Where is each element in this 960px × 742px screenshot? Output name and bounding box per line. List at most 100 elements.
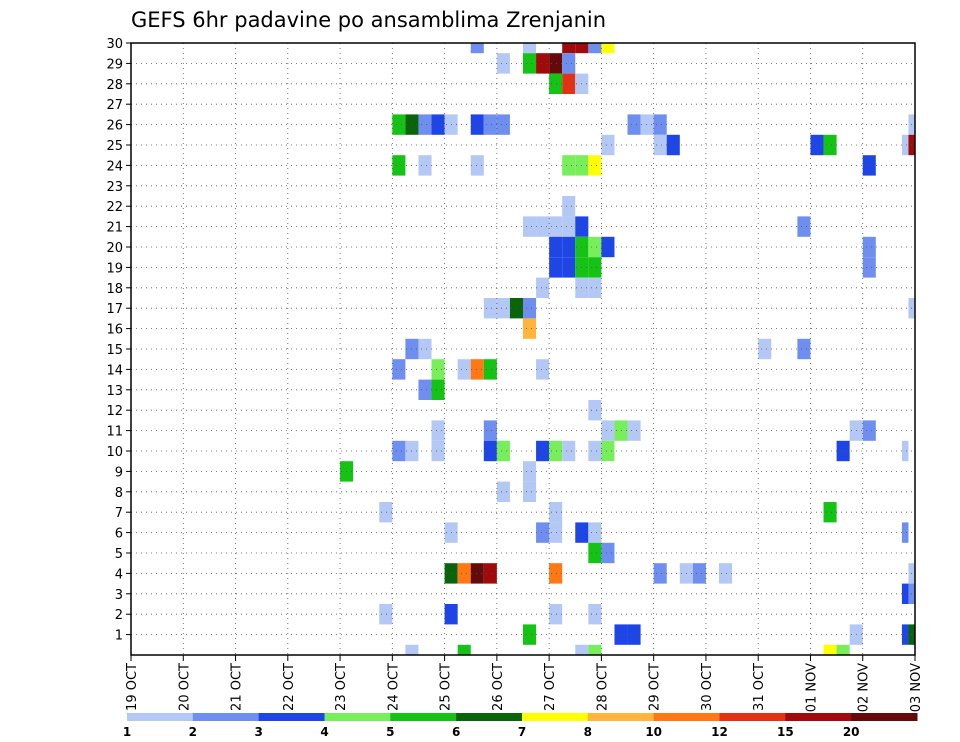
heatmap-cell bbox=[588, 43, 602, 54]
heatmap-cell bbox=[523, 624, 537, 645]
heatmap-cell bbox=[653, 114, 667, 135]
heatmap-cells bbox=[340, 43, 915, 655]
y-tick-label: 30 bbox=[106, 37, 123, 52]
heatmap-cell bbox=[392, 114, 406, 135]
heatmap-cell bbox=[549, 73, 563, 94]
gridlines bbox=[130, 42, 916, 655]
heatmap-cell bbox=[692, 563, 706, 584]
heatmap-cell bbox=[562, 236, 576, 258]
heatmap-cell bbox=[758, 338, 772, 360]
legend-swatch bbox=[785, 713, 852, 721]
x-tick-label: 01 NOV bbox=[804, 663, 819, 712]
heatmap-cell bbox=[523, 461, 537, 482]
y-tick-label: 14 bbox=[106, 363, 123, 378]
legend-label: 10 bbox=[645, 725, 662, 739]
heatmap-cell bbox=[536, 277, 550, 298]
legend-swatch bbox=[587, 713, 655, 721]
heatmap-cell bbox=[901, 440, 909, 462]
y-tick-label: 5 bbox=[115, 547, 123, 562]
heatmap-cell bbox=[653, 134, 667, 156]
heatmap-cell bbox=[588, 236, 602, 258]
heatmap-cell bbox=[496, 440, 510, 462]
heatmap-cell bbox=[588, 542, 602, 564]
y-tick-label: 11 bbox=[106, 425, 123, 440]
heatmap-cell bbox=[836, 440, 850, 462]
heatmap-cell bbox=[862, 257, 876, 278]
heatmap-cell bbox=[549, 216, 563, 237]
heatmap-cell bbox=[457, 563, 471, 584]
legend-label: 7 bbox=[518, 725, 526, 739]
legend-label: 20 bbox=[843, 725, 860, 739]
heatmap-cell bbox=[496, 481, 510, 502]
heatmap-cell bbox=[470, 563, 484, 584]
y-tick-label: 3 bbox=[115, 588, 123, 603]
heatmap-cell bbox=[562, 440, 576, 462]
heatmap-cell bbox=[536, 522, 550, 543]
y-tick-label: 15 bbox=[106, 343, 123, 358]
heatmap-cell bbox=[562, 257, 576, 278]
legend-label: 5 bbox=[386, 725, 394, 739]
y-tick-label: 29 bbox=[106, 57, 123, 72]
y-tick-label: 27 bbox=[106, 98, 123, 113]
heatmap-cell bbox=[457, 644, 471, 655]
x-tick-label: 03 NOV bbox=[909, 663, 924, 712]
heatmap-cell bbox=[431, 114, 445, 135]
legend-label: 2 bbox=[189, 725, 197, 739]
heatmap-cell bbox=[470, 114, 484, 135]
legend-swatch bbox=[192, 713, 260, 721]
heatmap-cell bbox=[901, 134, 909, 156]
heatmap-cell bbox=[470, 43, 484, 54]
y-tick-label: 22 bbox=[106, 200, 123, 215]
heatmap-cell bbox=[601, 43, 615, 54]
y-tick-label: 28 bbox=[106, 78, 123, 93]
legend-label: 15 bbox=[777, 725, 794, 739]
x-tick-label: 02 NOV bbox=[857, 663, 872, 712]
legend: 1 2 3 4 5 6 7 8 10 12 15 20 bbox=[123, 713, 918, 739]
x-tick-label: 25 OCT bbox=[439, 663, 454, 711]
heatmap-cell bbox=[392, 440, 406, 462]
y-tick-label: 16 bbox=[106, 323, 123, 338]
y-tick-label: 26 bbox=[106, 119, 123, 134]
y-tick-label: 10 bbox=[106, 445, 123, 460]
legend-swatch bbox=[258, 713, 325, 721]
heatmap-cell bbox=[901, 583, 909, 604]
heatmap-cell bbox=[523, 43, 537, 54]
heatmap-cell bbox=[470, 155, 484, 176]
x-tick-label: 21 OCT bbox=[230, 663, 245, 711]
x-tick-label: 24 OCT bbox=[386, 663, 401, 711]
heatmap-cell bbox=[562, 196, 576, 217]
x-tick-label: 29 OCT bbox=[648, 663, 663, 711]
heatmap-cell bbox=[601, 440, 615, 462]
heatmap-cell bbox=[862, 236, 876, 258]
y-tick-label: 4 bbox=[115, 567, 123, 582]
heatmap-cell bbox=[588, 522, 602, 543]
heatmap-cell bbox=[562, 53, 576, 74]
heatmap-cell bbox=[483, 114, 497, 135]
legend-swatch bbox=[127, 713, 194, 721]
heatmap-cell bbox=[418, 338, 432, 360]
heatmap-cell bbox=[562, 43, 576, 54]
x-tick-label: 23 OCT bbox=[334, 663, 349, 711]
heatmap-cell bbox=[549, 257, 563, 278]
heatmap-cell bbox=[601, 420, 615, 441]
heatmap-cell bbox=[588, 644, 602, 655]
heatmap-cell bbox=[549, 236, 563, 258]
heatmap-cell bbox=[627, 420, 641, 441]
heatmap-cell bbox=[523, 298, 537, 319]
heatmap-cell bbox=[562, 73, 576, 94]
heatmap-cell bbox=[901, 522, 909, 543]
x-tick-label: 22 OCT bbox=[282, 663, 297, 711]
heatmap-cell bbox=[862, 420, 876, 441]
y-tick-label: 24 bbox=[106, 159, 123, 174]
y-tick-label: 2 bbox=[115, 608, 123, 623]
heatmap-cell bbox=[496, 298, 510, 319]
heatmap-cell bbox=[640, 114, 654, 135]
heatmap-cell bbox=[601, 542, 615, 564]
heatmap-cell bbox=[797, 338, 811, 360]
heatmap-cell bbox=[562, 155, 576, 176]
legend-label: 6 bbox=[452, 725, 460, 739]
y-tick-label: 13 bbox=[106, 384, 123, 399]
heatmap-cell bbox=[588, 277, 602, 298]
heatmap-cell bbox=[627, 624, 641, 645]
x-tick-label: 27 OCT bbox=[543, 663, 558, 711]
